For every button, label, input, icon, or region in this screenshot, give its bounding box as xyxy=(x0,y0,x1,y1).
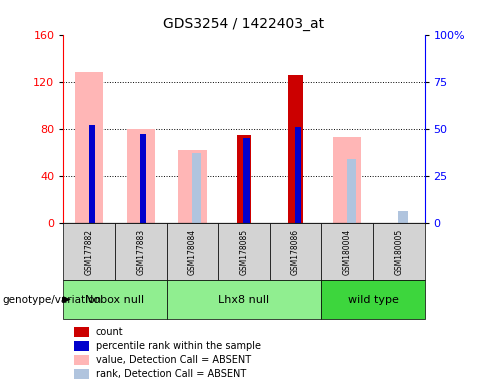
Bar xyxy=(75,72,103,223)
Title: GDS3254 / 1422403_at: GDS3254 / 1422403_at xyxy=(163,17,325,31)
Text: percentile rank within the sample: percentile rank within the sample xyxy=(96,341,261,351)
Bar xyxy=(74,341,89,351)
Text: GSM180004: GSM180004 xyxy=(343,228,352,275)
Text: GSM177882: GSM177882 xyxy=(85,228,94,275)
Bar xyxy=(237,134,251,223)
Bar xyxy=(74,355,89,365)
Bar xyxy=(346,159,356,223)
Text: GSM180005: GSM180005 xyxy=(394,228,403,275)
Bar xyxy=(398,212,407,223)
Text: rank, Detection Call = ABSENT: rank, Detection Call = ABSENT xyxy=(96,369,246,379)
Text: Nobox null: Nobox null xyxy=(85,295,144,305)
Bar xyxy=(295,127,301,223)
Text: GSM178086: GSM178086 xyxy=(291,228,300,275)
Bar xyxy=(74,369,89,379)
Bar xyxy=(127,129,155,223)
Bar xyxy=(74,327,89,337)
Bar xyxy=(178,150,206,223)
Text: count: count xyxy=(96,327,123,337)
Bar xyxy=(141,134,146,223)
Bar xyxy=(89,125,95,223)
Text: GSM178085: GSM178085 xyxy=(240,228,248,275)
Text: Lhx8 null: Lhx8 null xyxy=(219,295,269,305)
Bar xyxy=(244,138,250,223)
Text: GSM177883: GSM177883 xyxy=(136,228,145,275)
Bar xyxy=(288,74,303,223)
Bar xyxy=(192,153,201,223)
Bar xyxy=(333,137,362,223)
Text: genotype/variation: genotype/variation xyxy=(2,295,102,305)
FancyArrow shape xyxy=(62,296,71,303)
Text: GSM178084: GSM178084 xyxy=(188,228,197,275)
Text: wild type: wild type xyxy=(347,295,398,305)
Text: value, Detection Call = ABSENT: value, Detection Call = ABSENT xyxy=(96,355,251,365)
